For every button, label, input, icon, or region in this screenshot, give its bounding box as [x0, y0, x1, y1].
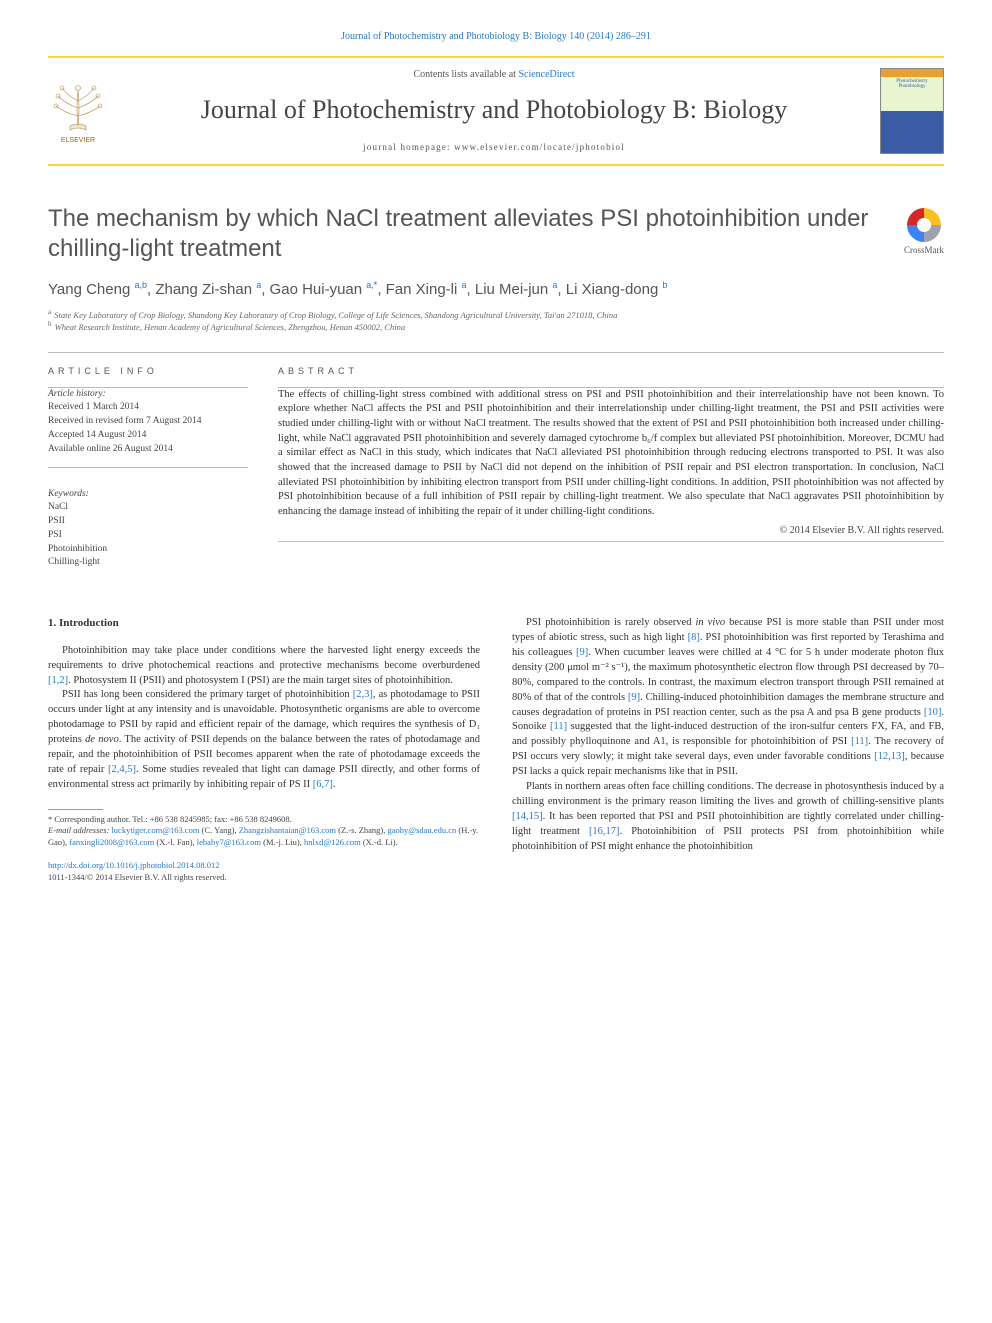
masthead: ELSEVIER Contents lists available at Sci… [48, 56, 944, 166]
citation-link[interactable]: [16,17] [589, 826, 620, 837]
citation-link[interactable]: [8] [688, 632, 700, 643]
article-history: Article history: Received 1 March 2014 R… [48, 388, 248, 457]
citation-link[interactable]: [12,13] [874, 751, 905, 762]
issn-copyright-line: 1011-1344/© 2014 Elsevier B.V. All right… [48, 872, 227, 882]
citation-link[interactable]: [2,3] [353, 689, 373, 700]
journal-cover-thumbnail: PhotochemistryPhotobiology [880, 68, 944, 154]
crossmark-badge[interactable]: CrossMark [904, 208, 944, 256]
corresponding-author-footnote: * Corresponding author. Tel.: +86 538 82… [48, 814, 480, 848]
divider [48, 467, 248, 468]
journal-homepage-line[interactable]: journal homepage: www.elsevier.com/locat… [122, 141, 866, 153]
section-heading-introduction: 1. Introduction [48, 616, 480, 632]
citation-link[interactable]: [11] [851, 736, 868, 747]
doi-block: http://dx.doi.org/10.1016/j.jphotobiol.2… [48, 860, 480, 883]
abstract-label: ABSTRACT [278, 365, 944, 377]
affiliation-a: State Key Laboratory of Crop Biology, Sh… [54, 310, 617, 320]
journal-name: Journal of Photochemistry and Photobiolo… [122, 92, 866, 127]
elsevier-tree-icon: ELSEVIER [48, 76, 108, 146]
citation-link[interactable]: [11] [550, 721, 567, 732]
citation-link[interactable]: [2,4,5] [108, 764, 136, 775]
citation-link[interactable]: [1,2] [48, 675, 68, 686]
sciencedirect-link[interactable]: ScienceDirect [518, 69, 574, 80]
citation-link[interactable]: [10] [924, 707, 942, 718]
journal-citation-top[interactable]: Journal of Photochemistry and Photobiolo… [48, 30, 944, 44]
citation-link[interactable]: [9] [576, 647, 588, 658]
body-column-right: PSI photoinhibition is rarely observed i… [512, 616, 944, 883]
keywords-block: Keywords: NaCl PSII PSI Photoinhibition … [48, 488, 248, 571]
affiliation-b: Wheat Research Institute, Henan Academy … [55, 322, 405, 332]
abstract-text: The effects of chilling-light stress com… [278, 388, 944, 520]
body-column-left: 1. Introduction Photoinhibition may take… [48, 616, 480, 883]
doi-link[interactable]: http://dx.doi.org/10.1016/j.jphotobiol.2… [48, 860, 220, 870]
footnote-separator [48, 809, 103, 810]
crossmark-icon [907, 208, 941, 242]
abstract-copyright: © 2014 Elsevier B.V. All rights reserved… [278, 524, 944, 538]
crossmark-label: CrossMark [904, 244, 944, 256]
paragraph: PSII has long been considered the primar… [48, 688, 480, 792]
article-info-label: ARTICLE INFO [48, 365, 248, 377]
email-addresses-line: E-mail addresses: luckytiger.com@163.com… [48, 825, 480, 848]
paragraph: PSI photoinhibition is rarely observed i… [512, 616, 944, 780]
paragraph: Photoinhibition may take place under con… [48, 644, 480, 689]
paragraph: Plants in northern areas often face chil… [512, 780, 944, 855]
citation-link[interactable]: [6,7] [313, 779, 333, 790]
citation-link[interactable]: [9] [628, 692, 640, 703]
divider [48, 352, 944, 353]
elsevier-wordmark: ELSEVIER [61, 137, 95, 144]
masthead-center: Contents lists available at ScienceDirec… [122, 68, 866, 153]
citation-link[interactable]: [14,15] [512, 811, 543, 822]
authors-line: Yang Cheng a,b, Zhang Zi-shan a, Gao Hui… [48, 280, 944, 300]
contents-lists-line: Contents lists available at ScienceDirec… [122, 68, 866, 82]
divider [278, 541, 944, 542]
affiliations: a State Key Laboratory of Crop Biology, … [48, 310, 944, 334]
article-title: The mechanism by which NaCl treatment al… [48, 204, 884, 264]
